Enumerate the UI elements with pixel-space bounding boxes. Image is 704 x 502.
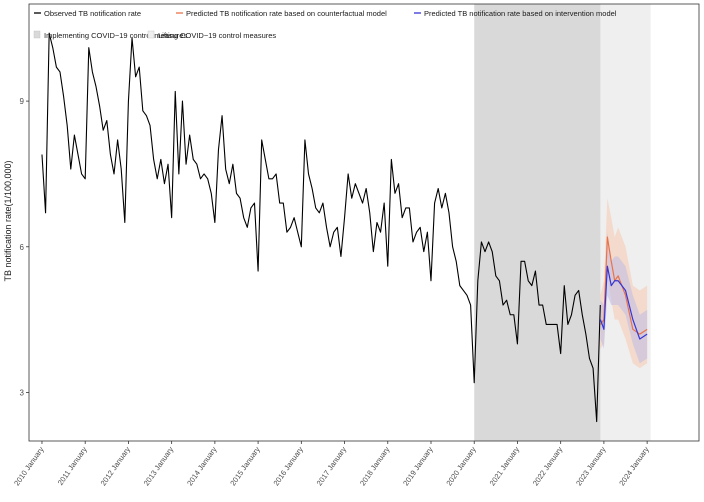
shaded-region-implementing xyxy=(474,4,601,441)
y-axis-label: TB notification rate(1/100,000) xyxy=(3,160,13,281)
shaded-regions xyxy=(474,4,651,441)
legend-label: Lifting COVID−19 control measures xyxy=(158,31,276,40)
legend: Observed TB notification rate Predicted T… xyxy=(33,9,617,40)
intervention-series-line xyxy=(599,265,648,340)
y-tick-label: 9 xyxy=(20,97,25,106)
y-tick-label: 3 xyxy=(20,388,25,397)
y-tick-label: 6 xyxy=(20,243,25,252)
legend-label: Observed TB notification rate xyxy=(44,9,141,18)
series-lines xyxy=(41,32,648,423)
legend-key-fill xyxy=(147,30,155,39)
legend-label: Predicted TB notification rate based on … xyxy=(186,9,387,18)
legend-label: Predicted TB notification rate based on … xyxy=(424,9,617,18)
y-axis: 3 6 9 xyxy=(20,97,29,397)
counterfactual-series-line xyxy=(599,236,648,335)
legend-label: Implementing COVID−19 control measures xyxy=(44,31,187,40)
observed-series-line xyxy=(41,32,601,423)
legend-key-fill xyxy=(33,30,41,39)
plot-panel-border xyxy=(28,3,700,442)
